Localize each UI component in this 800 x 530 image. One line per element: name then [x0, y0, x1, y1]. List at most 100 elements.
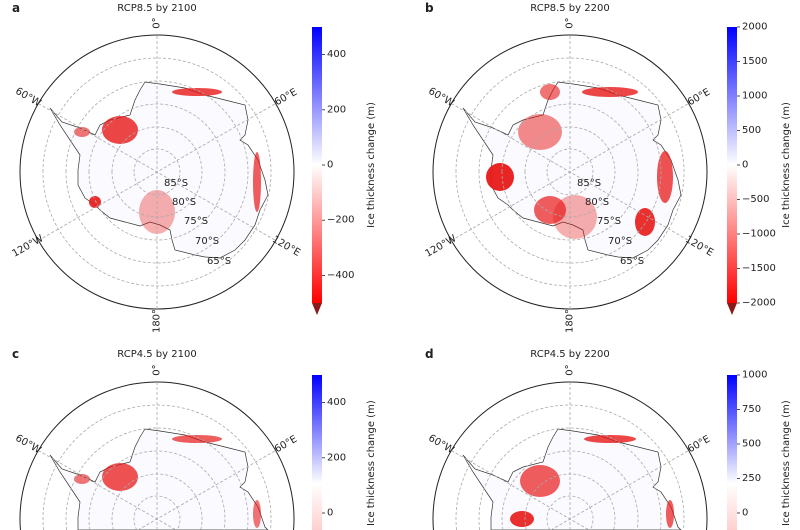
colorbar-extend-triangle: [727, 303, 737, 315]
colorbar-tick-label: 200: [327, 104, 346, 115]
ice-loss-region: [540, 84, 560, 100]
colorbar-label: Ice thickness change (m): [781, 400, 792, 526]
colorbar-tick-label: −400: [327, 270, 354, 281]
latitude-label: 75°S: [184, 216, 208, 227]
latitude-gridline: [455, 57, 685, 287]
meridian-label-180: 180°: [152, 309, 163, 333]
ice-loss-region: [518, 114, 562, 150]
latitude-gridline: [133, 148, 181, 196]
latitude-label: 65°S: [207, 256, 231, 267]
colorbar-gradient: [312, 375, 322, 530]
polar-map: 0° 60°E 60°W: [426, 364, 712, 530]
colorbar-tick-label: 2000: [742, 22, 767, 33]
ice-loss-region: [102, 116, 138, 144]
meridian-gridline: [550, 450, 689, 530]
meridian-label-120w: 120°W: [10, 233, 45, 260]
meridian-label-0: 0°: [565, 17, 576, 28]
polar-map: 0° 60°E 120°E 180° 120°W 60°W 85°S 80°S 75°S 70°S…: [10, 17, 301, 333]
panel-letter: b: [425, 1, 434, 15]
latitude-label: 70°S: [608, 236, 632, 247]
colorbar-tick-label: 500: [742, 439, 761, 450]
latitude-gridline: [501, 450, 639, 530]
latitude-gridline: [111, 126, 203, 218]
meridian-gridline: [38, 450, 177, 530]
panel-title: RCP4.5 by 2200: [530, 349, 609, 360]
meridian-gridline: [38, 103, 276, 241]
meridian-label-0: 0°: [565, 364, 576, 375]
ice-loss-region: [486, 163, 514, 191]
colorbar-tick-label: 1000: [742, 370, 767, 381]
ice-loss-region: [172, 435, 222, 443]
ice-loss-region: [666, 500, 674, 528]
antarctica-coastline: [462, 428, 682, 530]
colorbar: 400 200 0 −200 −400 Ice thickness change (m): [312, 27, 377, 315]
meridian-label-60e: 60°E: [686, 87, 712, 109]
colorbar-extend-triangle: [312, 303, 322, 315]
panel-title: RCP8.5 by 2200: [530, 3, 609, 14]
meridian-label-0: 0°: [152, 17, 163, 28]
latitude-gridline: [546, 148, 594, 196]
panel-c: c RCP4.5 by 2100 0° 60°E 60°W 400 200 0 Ice thic…: [12, 347, 377, 530]
colorbar-gradient: [312, 27, 322, 303]
meridian-label-0: 0°: [152, 364, 163, 375]
antarctica-coastline: [462, 81, 682, 259]
meridian-label-60w: 60°W: [426, 86, 456, 109]
meridian-label-60w: 60°W: [13, 433, 43, 456]
latitude-label: 80°S: [172, 197, 196, 208]
latitude-gridline: [133, 495, 181, 530]
ice-loss-region: [510, 511, 534, 527]
panel-b: b RCP8.5 by 2200 0° 60°E 120°E 180° 120°W 60°W 8…: [423, 1, 792, 333]
panel-title: RCP8.5 by 2100: [117, 3, 196, 14]
latitude-label: 85°S: [164, 178, 188, 189]
meridian-gridline: [451, 103, 689, 241]
latitude-gridline: [42, 57, 272, 287]
ice-loss-region: [657, 151, 673, 203]
colorbar-tick-label: 1500: [742, 56, 767, 67]
latitude-gridline: [524, 126, 616, 218]
latitude-gridline: [88, 103, 226, 241]
colorbar-tick-label: −200: [327, 215, 354, 226]
ice-loss-region: [89, 196, 101, 208]
colorbar-tick-label: 250: [742, 473, 761, 484]
colorbar: 2000 1500 1000 500 0 −500 −1000 −1500 −2000 Ice t…: [727, 22, 792, 315]
latitude-label: 70°S: [195, 236, 219, 247]
meridian-label-120e: 120°E: [683, 234, 715, 259]
polar-map: 0° 60°E 120°E 180° 120°W 60°W 85°S 80°S 75°S 70°S…: [423, 17, 714, 333]
meridian-label-60e: 60°E: [273, 87, 299, 109]
colorbar-tick-label: 0: [742, 508, 748, 519]
ice-loss-region: [534, 196, 566, 224]
colorbar-tick-label: 0: [327, 160, 333, 171]
ice-loss-region: [253, 500, 261, 528]
ice-loss-region: [102, 463, 138, 491]
colorbar-label: Ice thickness change (m): [366, 400, 377, 526]
colorbar: 1000 750 500 250 0 Ice thickness change (m): [727, 370, 792, 530]
latitude-label: 75°S: [597, 216, 621, 227]
colorbar-tick-label: 200: [327, 452, 346, 463]
meridian-label-60w: 60°W: [426, 433, 456, 456]
colorbar-label: Ice thickness change (m): [366, 102, 377, 228]
panel-letter: a: [12, 1, 20, 15]
meridian-gridline: [451, 450, 590, 530]
latitude-label: 85°S: [577, 178, 601, 189]
meridian-gridline: [137, 450, 276, 530]
latitude-label: 80°S: [585, 197, 609, 208]
colorbar-tick-label: 750: [742, 404, 761, 415]
colorbar-gradient: [727, 375, 737, 530]
latitude-gridline: [478, 427, 662, 530]
colorbar-tick-label: 400: [327, 49, 346, 60]
meridian-label-60e: 60°E: [273, 434, 299, 456]
colorbar-tick-label: −1500: [742, 263, 776, 274]
panel-letter: d: [425, 347, 434, 361]
panel-d: d RCP4.5 by 2200 0° 60°E 60°W 1000 750 500 250 0 I…: [425, 347, 792, 530]
polar-map: 0° 60°E 60°W: [13, 364, 299, 530]
colorbar-tick-label: −1000: [742, 229, 776, 240]
meridian-label-120e: 120°E: [270, 234, 302, 259]
ice-loss-region: [582, 87, 638, 97]
ice-loss-region: [172, 88, 222, 96]
meridian-label-180: 180°: [565, 309, 576, 333]
colorbar-gradient: [727, 27, 737, 303]
latitude-gridline: [65, 427, 249, 530]
latitude-gridline: [501, 103, 639, 241]
latitude-gridline: [65, 80, 249, 264]
